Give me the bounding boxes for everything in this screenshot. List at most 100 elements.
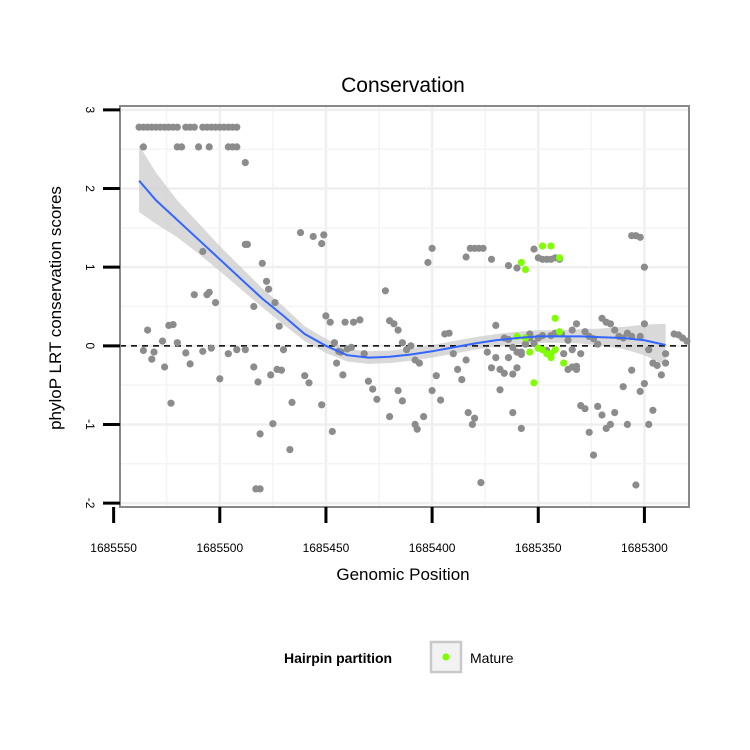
data-point-other [256, 430, 264, 438]
data-point-other [581, 328, 589, 336]
grid [120, 106, 689, 507]
legend: Hairpin partition Mature [284, 640, 514, 674]
data-point-other [190, 291, 198, 299]
data-point-other [256, 485, 264, 493]
data-point-other [288, 398, 296, 406]
confidence-band-area [139, 145, 666, 366]
data-point-other [560, 350, 568, 358]
data-point-other [602, 424, 610, 432]
data-point-other [250, 363, 258, 371]
data-point-other [233, 346, 241, 354]
data-point-mature [547, 242, 555, 250]
data-point-other [407, 342, 415, 350]
data-point-other [148, 355, 156, 363]
panel-frame [119, 105, 690, 508]
data-point-other [462, 356, 470, 364]
data-point-other [449, 350, 457, 358]
data-point-mature [538, 242, 547, 250]
data-point-other [530, 245, 538, 253]
data-point-mature [547, 354, 555, 362]
x-axis: 1685550 1685500 1685450 1685400 1685350 16853… [90, 507, 668, 555]
data-point-other [458, 376, 466, 384]
data-point-other [333, 359, 341, 367]
data-point-mature [517, 258, 525, 267]
y-axis-label: phyloP LRT conservation scores [46, 186, 65, 430]
y-tick-label: -1 [83, 419, 97, 430]
data-point-other [500, 369, 508, 377]
data-point-other [445, 329, 453, 337]
data-point-other [509, 409, 517, 417]
data-point-other [173, 123, 181, 131]
data-point-other [275, 322, 283, 330]
data-point-other [509, 370, 517, 378]
data-point-other [662, 350, 670, 358]
data-point-other [277, 366, 285, 374]
data-point-other [513, 264, 521, 272]
data-point-other [636, 233, 644, 241]
data-point-other [606, 320, 615, 328]
data-point-other [173, 339, 181, 347]
data-point-other [534, 254, 542, 262]
data-point-other [577, 402, 585, 410]
data-point-other [161, 363, 169, 371]
data-point-other [428, 244, 436, 252]
data-point-other [589, 451, 598, 459]
smooth-line [138, 180, 666, 359]
x-tick-label: 1685550 [90, 541, 137, 555]
data-point-other [640, 320, 649, 328]
data-point-other [394, 387, 402, 395]
data-point-other [326, 318, 334, 326]
data-point-other [413, 425, 421, 433]
data-point-other [568, 346, 576, 354]
data-point-other [216, 375, 224, 383]
data-point-mature [521, 265, 530, 274]
y-axis: -2 -1 0 1 2 3 [83, 107, 120, 509]
data-point-other [428, 387, 436, 395]
data-point-other [572, 320, 581, 328]
data-point-other [356, 316, 364, 324]
data-point-other [585, 428, 593, 436]
data-point-other [167, 399, 175, 407]
data-point-other [640, 263, 649, 271]
chart-title: Conservation [341, 74, 465, 97]
data-point-other [341, 318, 349, 326]
data-point-mature [526, 348, 534, 356]
data-point-other [479, 244, 487, 252]
data-point-other [390, 320, 398, 328]
data-point-other [318, 401, 326, 409]
y-tick-label: -2 [83, 498, 97, 509]
data-point-other [504, 354, 513, 362]
data-point-other [318, 240, 326, 248]
x-tick-label: 1685400 [409, 541, 456, 555]
x-tick-label: 1685350 [515, 541, 562, 555]
x-tick-label: 1685500 [196, 541, 243, 555]
data-point-other [271, 299, 279, 307]
data-point-other [178, 143, 186, 151]
data-point-other [347, 343, 355, 351]
data-point-other [487, 364, 496, 372]
data-point-mature [560, 359, 568, 367]
data-point-other [205, 288, 213, 296]
data-point-other [199, 247, 207, 256]
data-point-other [487, 255, 496, 263]
data-point-other [369, 385, 377, 393]
legend-label-mature: Mature [470, 650, 514, 666]
data-point-other [594, 340, 602, 348]
data-point-other [195, 143, 203, 151]
data-point-other [165, 321, 173, 329]
data-point-other [568, 326, 576, 334]
x-tick-label: 1685450 [303, 541, 350, 555]
data-point-mature [530, 379, 538, 387]
data-point-other [598, 411, 606, 419]
data-point-other [492, 321, 500, 329]
data-point-other [211, 299, 220, 307]
data-point-mature [534, 344, 542, 352]
data-point-other [640, 380, 649, 388]
series-mature [513, 242, 568, 387]
data-point-other [296, 229, 305, 237]
data-point-other [224, 350, 232, 358]
data-point-other [139, 346, 147, 355]
data-point-other [373, 395, 381, 403]
data-point-other [437, 396, 445, 404]
data-point-other [454, 365, 462, 373]
